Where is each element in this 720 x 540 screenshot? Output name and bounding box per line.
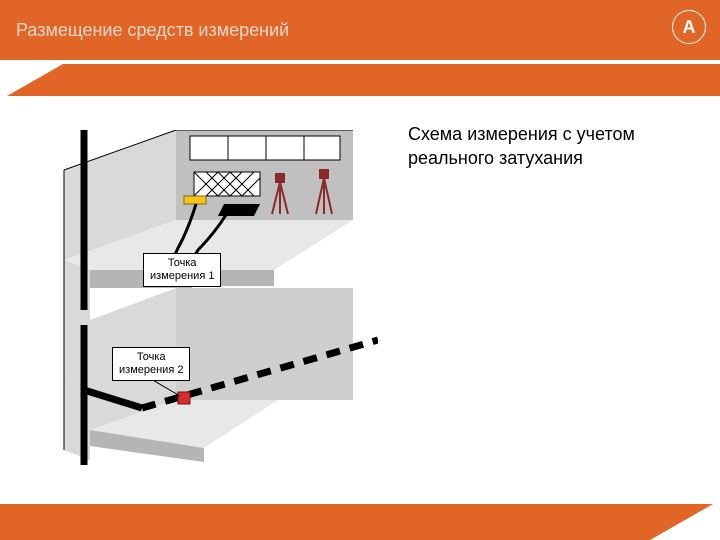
header-triangle-cut bbox=[0, 60, 70, 100]
footer-band bbox=[0, 504, 720, 540]
caption-line-1: Схема измерения с учетом bbox=[408, 124, 635, 144]
instrument-box bbox=[218, 204, 260, 216]
slide-header: Размещение средств измерений A bbox=[0, 0, 720, 60]
header-sub-band bbox=[0, 60, 720, 96]
logo-icon: A bbox=[672, 10, 706, 44]
upper-window-row bbox=[190, 136, 340, 160]
coupler-yellow bbox=[184, 196, 206, 204]
caption-line-2: реального затухания bbox=[408, 148, 583, 168]
callout-1-l1: Точка bbox=[168, 257, 197, 269]
measurement-diagram: Точка измерения 1 Точка измерения 2 bbox=[28, 130, 378, 480]
lower-back-wall bbox=[176, 288, 353, 400]
callout-1-l2: измерения 1 bbox=[150, 270, 214, 282]
callout-point-2: Точка измерения 2 bbox=[112, 347, 190, 381]
footer-triangle-cut bbox=[650, 500, 720, 540]
callout-point-1: Точка измерения 1 bbox=[143, 253, 221, 287]
callout-2-l2: измерения 2 bbox=[119, 364, 183, 376]
diagram-caption: Схема измерения с учетом реального затух… bbox=[408, 122, 635, 171]
diagram-svg bbox=[28, 130, 378, 480]
measure-point-2-marker bbox=[178, 392, 190, 404]
slide-title: Размещение средств измерений bbox=[16, 20, 289, 41]
callout-2-l1: Точка bbox=[137, 351, 166, 363]
